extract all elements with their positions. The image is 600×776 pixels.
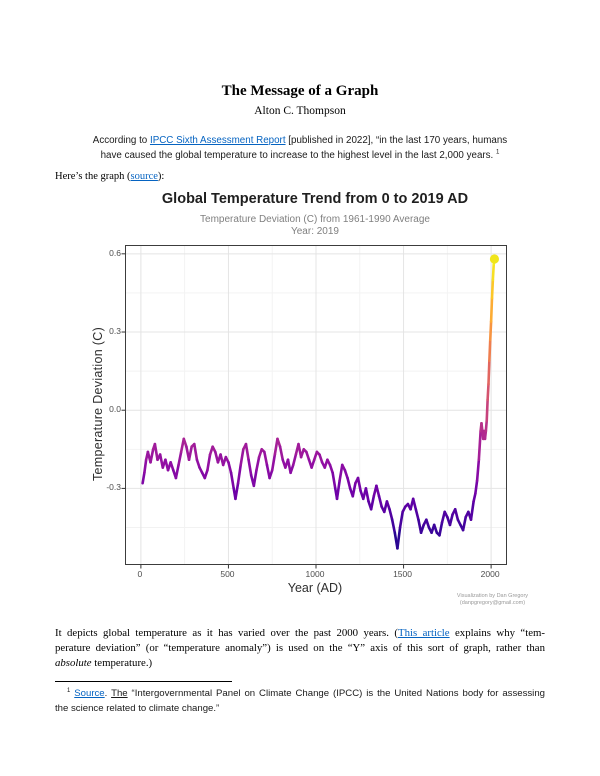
caption-paragraph: It depicts global temperature as it has … xyxy=(55,626,545,672)
temperature-chart: Global Temperature Trend from 0 to 2019 … xyxy=(85,188,550,620)
text-run: [published in 2022], “in the last 170 ye… xyxy=(285,135,508,146)
text-run: the science related to climate change.” xyxy=(55,702,220,714)
y-tick-label: 0.3 xyxy=(109,326,121,337)
x-axis-title: Year (AD) xyxy=(287,581,343,595)
intro-line-1: According to IPCC Sixth Assessment Repor… xyxy=(55,133,545,148)
x-tick-label: 1500 xyxy=(393,569,412,579)
text-run: temperature.) xyxy=(91,657,153,670)
chart-attribution: Visualization by Dan Gregory (danpgregor… xyxy=(430,593,555,607)
intro-line-2: have caused the global temperature to in… xyxy=(55,148,545,163)
text-run: perature deviation” (or “temperature ano… xyxy=(55,642,545,655)
footnote: 1 Source. The “Intergovernmental Panel o… xyxy=(55,687,545,716)
document-author: Alton C. Thompson xyxy=(254,105,346,117)
caption-line-1: It depicts global temperature as it has … xyxy=(55,626,545,641)
footnote-the-link[interactable]: The xyxy=(111,688,128,699)
attribution-line-2: (danpgregory@gmail.com) xyxy=(459,600,526,606)
footnote-separator xyxy=(55,681,232,682)
text-run: explains why “tem- xyxy=(449,627,545,639)
intro-paragraph: According to IPCC Sixth Assessment Repor… xyxy=(55,133,545,163)
document-title: The Message of a Graph xyxy=(221,83,379,99)
axis-tick-marks xyxy=(121,253,492,569)
text-run: absolute xyxy=(55,657,92,670)
text-run: 1 xyxy=(67,687,71,694)
text-run: have caused the global temperature to in… xyxy=(100,150,496,161)
x-tick-label: 2000 xyxy=(480,569,500,579)
caption-line-2: perature deviation” (or “temperature ano… xyxy=(55,641,545,656)
text-run: According to xyxy=(92,135,150,146)
temperature-line xyxy=(141,257,496,550)
text-run: 1 xyxy=(496,149,500,156)
chart-year-label: Year: 2019 xyxy=(290,226,339,237)
graph-intro-line: Here’s the graph (source): xyxy=(55,171,164,182)
chart-plot-svg xyxy=(121,246,506,569)
text-run: ): xyxy=(157,171,165,182)
x-tick-label: 0 xyxy=(137,569,143,579)
y-tick-label: 0.0 xyxy=(109,404,121,415)
y-tick-label: -0.3 xyxy=(106,482,121,493)
x-tick-label: 500 xyxy=(220,569,235,579)
footnote-source-link[interactable]: Source xyxy=(74,688,105,699)
grid-major xyxy=(126,246,506,564)
attribution-line-1: Visualization by Dan Gregory xyxy=(456,593,529,599)
footnote-line-2: the science related to climate change.” xyxy=(55,702,545,717)
chart-title: Global Temperature Trend from 0 to 2019 … xyxy=(161,191,469,207)
text-run: It depicts global temperature as it has … xyxy=(55,627,398,639)
caption-line-3: absolute temperature.) xyxy=(55,656,545,671)
text-run: “Intergovernmental Panel on Climate Chan… xyxy=(127,688,545,699)
end-point-dot-2019 xyxy=(489,254,500,264)
ipcc-report-link[interactable]: IPCC Sixth Assessment Report xyxy=(149,135,286,146)
text-run: Here’s the graph ( xyxy=(55,171,131,182)
footnote-line-1: 1 Source. The “Intergovernmental Panel o… xyxy=(55,687,545,702)
x-tick-label: 1000 xyxy=(305,569,325,579)
chart-subtitle: Temperature Deviation (C) from 1961-1990… xyxy=(200,214,430,225)
this-article-link[interactable]: This article xyxy=(397,627,450,639)
graph-source-link[interactable]: source xyxy=(130,171,158,182)
text-run: . xyxy=(104,688,112,699)
y-tick-label: 0.6 xyxy=(109,247,121,258)
plot-area xyxy=(121,245,507,569)
